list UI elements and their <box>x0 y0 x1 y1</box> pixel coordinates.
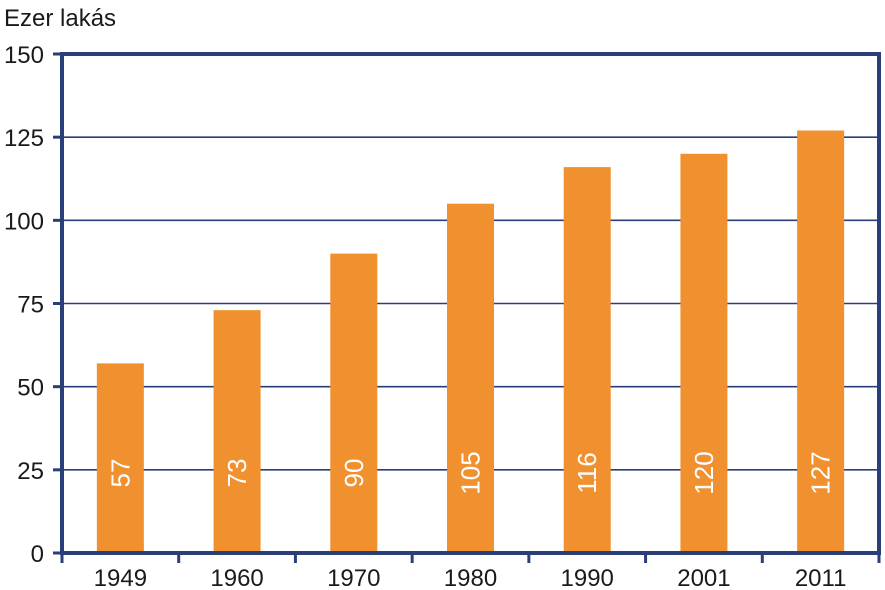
bar-value-label: 105 <box>456 451 486 494</box>
bar <box>563 167 611 553</box>
x-tick-label: 2001 <box>677 565 730 590</box>
bar-value-label: 116 <box>572 452 602 493</box>
bar <box>213 310 261 553</box>
x-tick-label: 1970 <box>327 565 380 590</box>
bar <box>680 153 728 554</box>
x-tick-label: 1949 <box>94 565 147 590</box>
y-tick-label: 50 <box>17 375 44 402</box>
y-tick-label: 150 <box>4 42 44 69</box>
bars: 57 73 90 105 116 120 127 <box>96 130 845 554</box>
bar <box>797 130 845 553</box>
bar-value-label: 90 <box>339 459 369 488</box>
x-tick-label: 2011 <box>795 565 847 590</box>
bar-value-label: 57 <box>105 459 135 488</box>
y-tick-label: 25 <box>17 458 44 485</box>
y-tick-label: 75 <box>17 292 44 319</box>
x-tick-label: 1990 <box>561 565 614 590</box>
bar-value-label: 120 <box>689 451 719 494</box>
bar-value-label: 127 <box>806 451 836 494</box>
y-tick-label: 125 <box>4 125 44 152</box>
y-axis-ticks: 0 25 50 75 100 125 150 <box>4 42 62 568</box>
x-axis-ticks: 1949 1960 1970 1980 1990 2001 2011 <box>60 553 881 590</box>
y-tick-label: 100 <box>4 208 44 235</box>
x-tick-label: 1960 <box>210 565 263 590</box>
bar <box>447 203 494 553</box>
y-tick-label: 0 <box>31 541 44 568</box>
bar <box>96 363 144 553</box>
y-axis-label: Ezer lakás <box>4 5 116 32</box>
bar <box>330 253 378 553</box>
x-tick-label: 1980 <box>444 565 497 590</box>
bar-value-label: 73 <box>222 459 252 488</box>
